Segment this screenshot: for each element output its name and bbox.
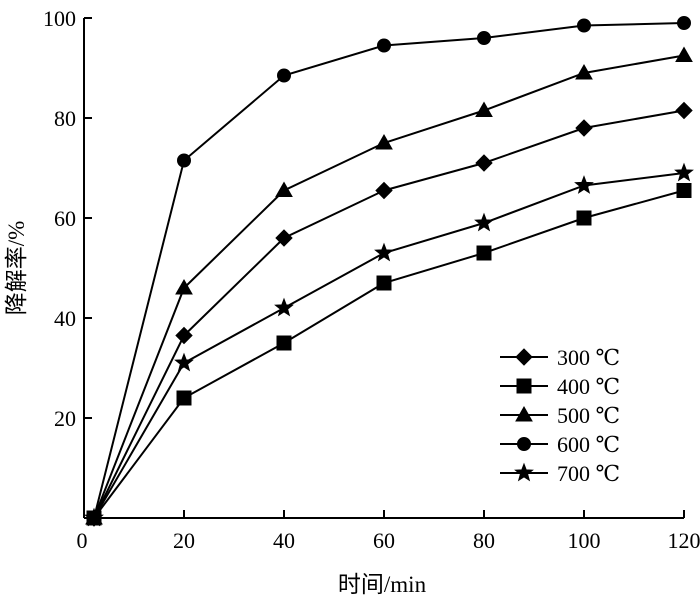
data-point-square (376, 275, 392, 291)
data-point-diamond (175, 326, 193, 345)
series-markers (84, 16, 694, 527)
legend-label: 400 ℃ (557, 374, 620, 399)
x-axis-label: 时间/min (338, 572, 427, 597)
data-point-star (374, 242, 394, 262)
data-point-diamond (475, 154, 493, 172)
y-tick-label: 60 (54, 206, 76, 231)
legend: 300 ℃ 400 ℃ 500 ℃ 600 ℃ 700 ℃ (500, 345, 620, 486)
data-point-square (276, 335, 292, 351)
data-point-triangle (175, 278, 193, 295)
data-point-triangle (475, 101, 493, 117)
x-ticks: 0 20 40 60 80 100 120 (77, 510, 700, 553)
data-point-star (174, 352, 194, 372)
legend-marker-triangle (515, 405, 533, 422)
data-point-triangle (575, 63, 593, 80)
x-tick-label: 20 (173, 528, 195, 553)
y-tick-label: 40 (54, 306, 76, 331)
data-point-triangle (375, 133, 393, 150)
data-point-circle (277, 68, 291, 83)
data-point-square (176, 390, 192, 406)
data-point-diamond (575, 119, 593, 137)
data-point-square (476, 245, 492, 261)
data-point-circle (677, 16, 691, 30)
data-point-square (676, 183, 692, 198)
data-point-diamond (675, 101, 693, 120)
data-point-circle (177, 153, 191, 168)
legend-label: 300 ℃ (557, 345, 620, 370)
data-point-star (574, 175, 594, 194)
legend-marker-square (516, 378, 532, 394)
data-point-star (84, 507, 104, 527)
x-tick-label: 60 (373, 528, 395, 553)
data-point-star (674, 162, 694, 182)
x-tick-label: 100 (568, 528, 601, 553)
y-tick-label: 80 (54, 106, 76, 131)
x-tick-label: 80 (473, 528, 495, 553)
data-point-triangle (275, 181, 293, 197)
legend-marker-star (514, 462, 534, 482)
data-point-triangle (675, 46, 693, 62)
data-point-circle (577, 18, 591, 33)
data-point-star (474, 212, 494, 232)
y-ticks: 20 40 60 80 100 (43, 6, 92, 431)
legend-marker-circle (517, 437, 531, 451)
legend-label: 500 ℃ (557, 403, 620, 428)
data-point-star (274, 297, 294, 317)
y-tick-label: 20 (54, 406, 76, 431)
x-tick-label: 0 (77, 528, 88, 553)
x-tick-label: 40 (273, 528, 295, 553)
data-point-square (576, 210, 592, 226)
data-point-diamond (375, 181, 393, 200)
legend-label: 600 ℃ (557, 432, 620, 457)
legend-marker-diamond (515, 348, 533, 366)
y-axis-label: 降解率/% (4, 221, 29, 316)
legend-label: 700 ℃ (557, 461, 620, 486)
data-point-circle (377, 38, 391, 53)
data-point-circle (477, 31, 491, 45)
y-tick-label: 100 (43, 6, 76, 31)
x-tick-label: 120 (668, 528, 700, 553)
data-point-diamond (275, 229, 293, 247)
